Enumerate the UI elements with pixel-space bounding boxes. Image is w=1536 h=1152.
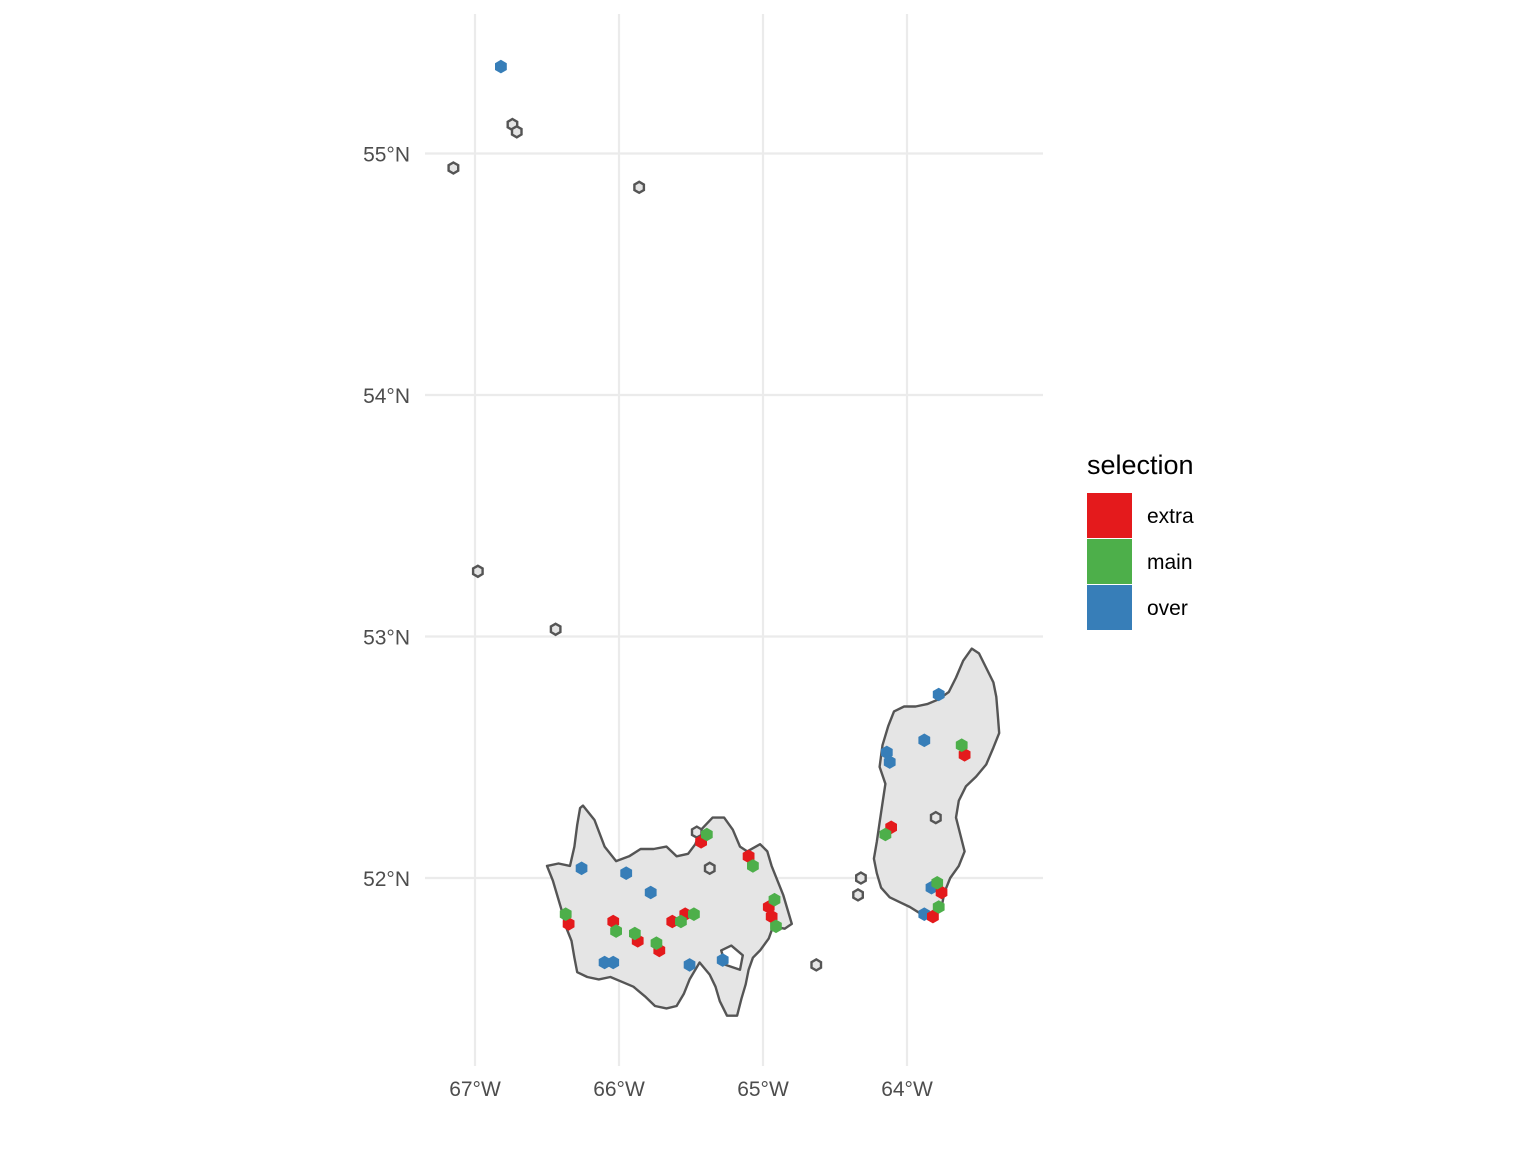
selection-hex-main [559,907,572,921]
selection-hex-main [650,936,663,950]
selection-hex-main [701,827,713,842]
x-tick-label: 64°W [881,1078,933,1101]
y-tick-label: 55°N [363,144,410,167]
x-tick-label: 66°W [593,1078,645,1101]
empty-hex [855,871,867,885]
selection-hex-main [629,926,641,941]
selection-hex-extra [935,885,948,900]
x-axis: 67°W 66°W 65°W 64°W [449,1078,933,1101]
selection-hex-main [770,919,782,934]
graticule-grid [425,14,1043,1066]
empty-hex [471,564,484,579]
y-axis: 55°N 54°N 53°N 52°N [363,144,410,892]
selection-hex-over [495,59,507,74]
legend-label-over: over [1147,597,1188,620]
selection-hex-over [620,866,633,880]
legend-label-main: main [1147,551,1193,574]
selection-hex-main [747,859,759,873]
empty-hex [633,180,646,195]
legend: selection extra main over [1087,450,1194,630]
empty-hex [703,861,716,876]
selection-hex-over [607,955,620,970]
selection-hex-extra [765,909,778,924]
empty-hex [810,958,823,972]
selection-hex-main [768,892,781,907]
selection-hex-extra [742,849,755,864]
empty-hex [852,888,864,902]
y-tick-label: 53°N [363,627,410,650]
selection-hex-over [932,687,945,702]
y-tick-label: 52°N [363,868,410,891]
empty-hexes-layer [447,117,942,972]
region-east-region [872,647,1001,916]
selection-hex-main [610,924,622,938]
legend-label-extra: extra [1147,505,1194,528]
selection-hex-extra [927,909,939,924]
selection-hex-over [716,953,729,967]
empty-hex [929,810,942,825]
selection-hex-main [675,914,687,929]
empty-hex [549,622,562,637]
selection-hex-main [879,827,892,842]
selection-hex-main [932,900,945,914]
x-tick-label: 65°W [737,1078,789,1101]
legend-title: selection [1087,450,1194,480]
legend-key-extra [1087,493,1132,538]
selection-hex-main [955,738,968,752]
legend-key-main [1087,539,1132,584]
selection-hex-main [931,876,944,890]
empty-hex [447,161,460,175]
selection-hexes-layer [495,59,971,972]
x-tick-label: 67°W [449,1078,501,1101]
region-west-region [545,804,793,1017]
selection-hex-over [883,755,896,769]
selection-hex-over [918,733,931,748]
empty-hex [510,124,523,139]
selection-hex-over [575,861,588,876]
selection-hex-over [683,958,696,972]
legend-key-over [1087,585,1132,630]
selection-hex-over [644,885,657,900]
selection-hex-main [688,907,700,921]
y-tick-label: 54°N [363,385,410,408]
